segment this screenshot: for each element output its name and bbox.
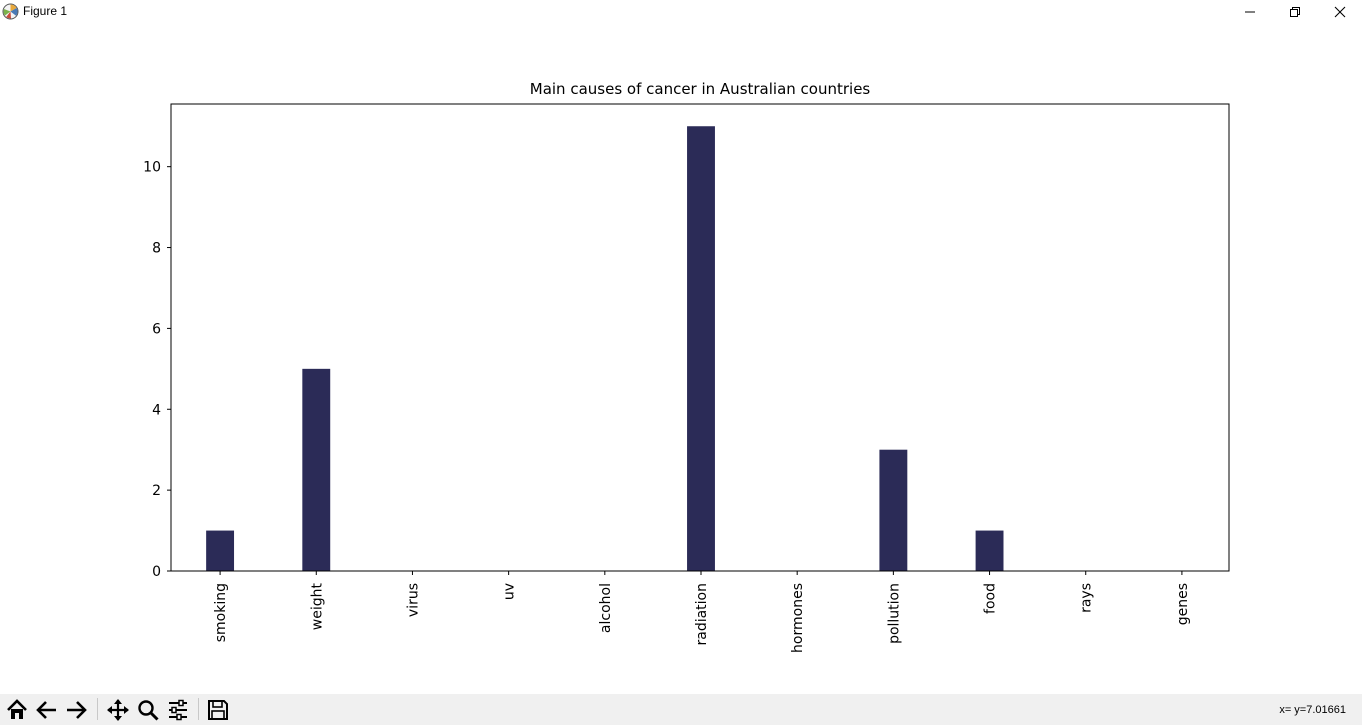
x-tick-label-smoking: smoking — [213, 583, 229, 642]
y-tick-label: 4 — [152, 402, 161, 418]
x-tick-label-food: food — [983, 583, 999, 614]
zoom-button[interactable] — [134, 696, 162, 723]
window-title: Figure 1 — [23, 4, 68, 18]
bar-chart: 0 2 4 6 8 10 smoking weight virus uv alcohol radiat… — [143, 103, 1230, 653]
restore-icon — [1290, 7, 1300, 17]
configure-subplots-button[interactable] — [164, 696, 192, 723]
x-tick-label-uv: uv — [502, 583, 518, 600]
back-button[interactable] — [33, 696, 61, 723]
x-tick-label-weight: weight — [309, 582, 325, 630]
x-tick-label-pollution: pollution — [886, 583, 902, 644]
close-button[interactable] — [1317, 0, 1362, 24]
configure-subplots-icon — [169, 699, 187, 720]
window-titlebar: Figure 1 — [0, 0, 1362, 24]
x-tick-label-hormones: hormones — [790, 583, 806, 653]
zoom-icon — [138, 699, 159, 721]
bar-radiation — [687, 126, 715, 571]
x-tick-label-rays: rays — [1079, 583, 1095, 613]
forward-button[interactable] — [62, 696, 90, 723]
minimize-button[interactable] — [1227, 0, 1273, 24]
save-button[interactable] — [204, 696, 232, 723]
pan-icon — [107, 698, 129, 721]
bar-pollution — [879, 449, 908, 571]
axes-frame — [170, 103, 1230, 572]
x-tick-label-radiation: radiation — [694, 583, 710, 646]
bar-food — [975, 530, 1004, 571]
toolbar-separator — [198, 698, 199, 720]
y-tick-label: 6 — [152, 321, 161, 337]
forward-icon — [67, 700, 87, 719]
y-tick-label: 2 — [152, 483, 161, 499]
y-tick-label: 0 — [152, 564, 161, 580]
minimize-icon — [1245, 11, 1255, 13]
home-button[interactable] — [3, 696, 31, 723]
bar-weight — [302, 368, 331, 571]
cursor-coordinates: x= y=7.01661 — [1279, 704, 1346, 716]
y-tick-label: 8 — [152, 241, 161, 257]
y-tick-label: 10 — [143, 160, 161, 176]
back-icon — [36, 700, 56, 719]
chart-title: Main causes of cancer in Australian coun… — [529, 80, 871, 98]
toolbar-separator — [97, 698, 98, 720]
save-icon — [208, 699, 228, 720]
figure-canvas[interactable]: Main causes of cancer in Australian coun… — [0, 24, 1362, 694]
bar-smoking — [206, 530, 235, 571]
matplotlib-logo-icon — [2, 3, 19, 20]
close-icon — [1334, 6, 1346, 18]
restore-button[interactable] — [1272, 0, 1318, 24]
home-icon — [7, 698, 27, 719]
pan-button[interactable] — [104, 696, 132, 723]
x-tick-label-genes: genes — [1175, 583, 1191, 625]
x-tick-label-alcohol: alcohol — [598, 583, 614, 633]
navigation-toolbar: x= y=7.01661 — [0, 694, 1362, 725]
x-tick-label-virus: virus — [405, 583, 421, 617]
